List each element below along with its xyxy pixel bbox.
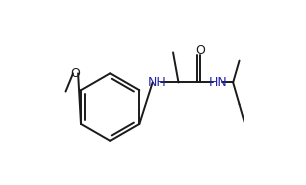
- Text: HN: HN: [208, 76, 227, 89]
- Text: O: O: [71, 67, 80, 80]
- Text: NH: NH: [147, 76, 166, 89]
- Text: O: O: [196, 44, 205, 57]
